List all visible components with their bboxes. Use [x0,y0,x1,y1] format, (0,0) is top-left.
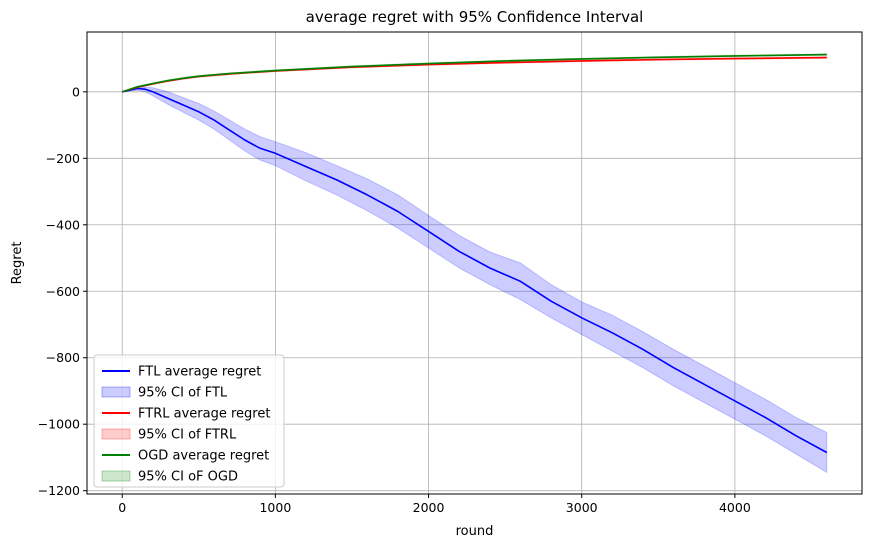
y-tick-label: −1000 [38,417,80,432]
x-tick-label: 1000 [259,500,291,515]
legend-patch-swatch [101,470,131,482]
x-tick-label: 4000 [719,500,751,515]
y-tick-label: −200 [46,151,80,166]
legend-label: FTL average regret [138,365,261,380]
legend: FTL average regret 95% CI of FTL FTRL aver… [93,354,285,488]
x-tick-label: 0 [118,500,126,515]
y-axis-label: Regret [10,242,25,285]
y-tick-label: −800 [46,350,80,365]
legend-patch-swatch [101,386,131,398]
grid [87,32,862,494]
y-tick-label: −1200 [38,483,80,498]
legend-label: FTRL average regret [138,407,270,422]
chart-title: average regret with 95% Confidence Inter… [306,8,644,26]
x-tick-label: 2000 [413,500,445,515]
legend-label: 95% CI oF OGD [138,470,238,485]
x-tick-label: 3000 [566,500,598,515]
legend-label: 95% CI of FTRL [138,428,237,443]
x-axis-label: round [456,524,494,539]
plot-frame [86,31,863,495]
y-tick-label: −600 [46,284,80,299]
legend-box [93,354,285,488]
series-line-2 [121,53,827,93]
legend-label: 95% CI of FTL [138,386,228,401]
legend-label: OGD average regret [138,449,269,464]
y-tick-label: 0 [72,84,80,99]
series-lines [121,53,828,454]
axis-ticks: 0 1000 2000 3000 4000 0 −200 −400 −600 −800 −1000 −… [38,84,751,515]
y-tick-label: −400 [46,217,80,232]
legend-patch-swatch [101,428,131,440]
series-line-0 [122,87,828,454]
